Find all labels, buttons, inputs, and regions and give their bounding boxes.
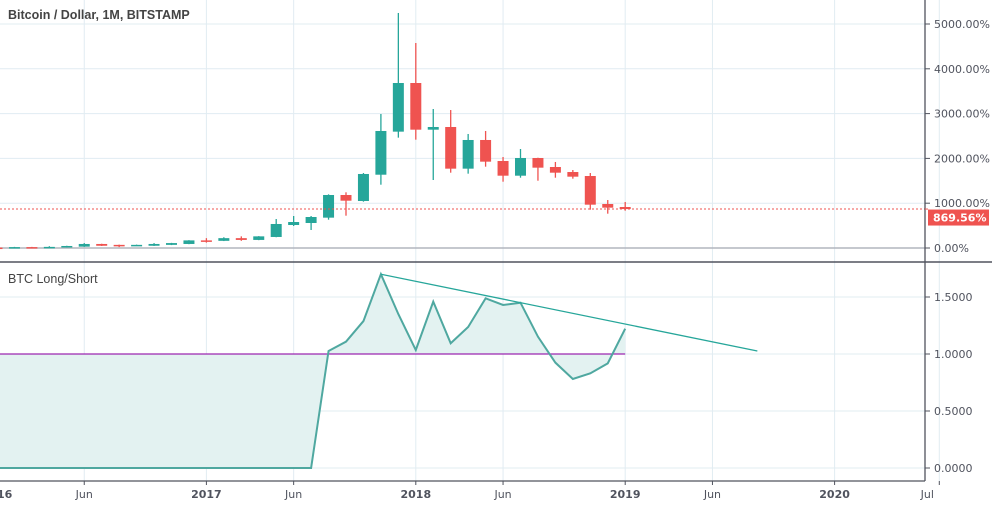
candle-up — [357, 173, 369, 202]
price-tick-label: 2000.00% — [934, 152, 990, 165]
candle-down — [584, 176, 596, 205]
candle-down — [549, 167, 561, 173]
candle-up — [375, 130, 387, 175]
candle-down — [410, 83, 422, 130]
candle-down — [445, 126, 457, 169]
candles — [0, 12, 631, 250]
price-tick-label: 5000.00% — [934, 18, 990, 31]
candle-up — [253, 236, 265, 240]
candle-down — [340, 195, 352, 201]
candle-down — [235, 238, 247, 240]
candle-down — [602, 204, 614, 208]
time-tick-label: 2018 — [400, 488, 431, 501]
time-tick-label: 2019 — [610, 488, 641, 501]
candle-up — [8, 247, 20, 249]
candle-up — [462, 139, 474, 169]
time-tick-label: Jun — [493, 488, 511, 501]
price-tick-label: 0.00% — [934, 242, 969, 255]
candle-down — [567, 172, 579, 177]
candle-up — [166, 243, 177, 245]
candle-up — [305, 216, 317, 224]
candle-up — [148, 243, 160, 246]
indicator-fill — [0, 274, 626, 468]
candle-down — [619, 207, 631, 210]
indicator-tick-label: 1.5000 — [934, 291, 973, 304]
indicator-title: BTC Long/Short — [8, 272, 98, 286]
candle-up — [131, 244, 143, 247]
time-tick-label: Jun — [284, 488, 302, 501]
price-tick-label: 4000.00% — [934, 63, 990, 76]
time-tick-label: 2017 — [191, 488, 222, 501]
indicator-line — [0, 271, 627, 469]
trendline — [380, 273, 758, 352]
time-tick-label: Jun — [703, 488, 721, 501]
indicator-tick-label: 0.5000 — [934, 405, 973, 418]
last-price-label: 869.56% — [933, 212, 986, 225]
candle-up — [270, 223, 282, 237]
indicator-tick-label: 0.0000 — [934, 462, 973, 475]
candle-up — [427, 126, 439, 130]
candle-up — [183, 240, 195, 244]
candle-up — [218, 238, 230, 241]
chart-title: Bitcoin / Dollar, 1M, BITSTAMP — [8, 8, 190, 22]
price-tick-label: 3000.00% — [934, 108, 990, 121]
time-tick-label: Jul — [920, 488, 934, 501]
candle-up — [288, 222, 300, 226]
candle-down — [96, 243, 108, 246]
price-tick-label: 1000.00% — [934, 197, 990, 210]
candle-up — [515, 157, 526, 176]
candle-down — [200, 240, 212, 242]
candle-down — [532, 157, 544, 168]
time-tick-label: 2016 — [0, 488, 13, 501]
candle-up — [323, 195, 335, 218]
time-tick-label: 2020 — [819, 488, 850, 501]
candle-up — [392, 83, 404, 132]
time-tick-label: Jun — [75, 488, 93, 501]
candle-up — [61, 245, 73, 248]
candle-down — [480, 139, 492, 162]
candle-down — [26, 247, 38, 249]
last-price-badge — [928, 209, 989, 226]
candle-down — [497, 160, 509, 176]
candle-down — [113, 244, 125, 247]
candle-down — [0, 247, 3, 250]
candle-up — [43, 246, 55, 249]
indicator-tick-label: 1.0000 — [934, 348, 973, 361]
candle-up — [78, 243, 90, 247]
